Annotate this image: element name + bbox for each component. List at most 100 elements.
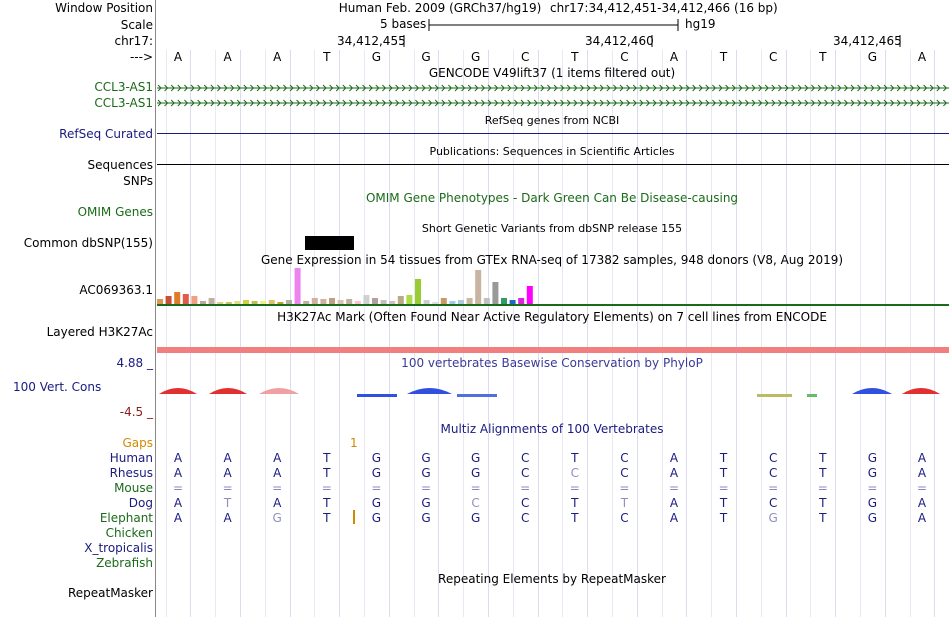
species-label-mouse[interactable]: Mouse: [114, 481, 153, 495]
aligned-base: T: [571, 451, 579, 465]
strand-arrow: [857, 84, 862, 92]
gtex-tissue-bar: [458, 300, 464, 304]
strand-arrow: [553, 84, 558, 92]
rmsk-track-label[interactable]: RepeatMasker: [67, 586, 153, 600]
dbsnp-variant-block[interactable]: [305, 236, 354, 250]
strand-arrow: [302, 99, 307, 107]
gtex-tissue-bar: [200, 301, 206, 304]
species-label-dog[interactable]: Dog: [128, 496, 153, 510]
aligned-base: A: [669, 511, 679, 525]
strand-arrow: [896, 99, 901, 107]
strand-arrow: [269, 99, 274, 107]
gtex-tissue-bar: [492, 282, 499, 304]
gene-label-ccl3-as1-2[interactable]: CCL3-AS1: [94, 96, 153, 110]
strand-arrow: [382, 99, 387, 107]
reference-base: C: [520, 50, 530, 64]
strand-arrow: [190, 99, 195, 107]
strand-arrow: [296, 99, 301, 107]
h3k27ac-track-title[interactable]: H3K27Ac Mark (Often Found Near Active Re…: [277, 310, 827, 324]
aligned-base: G: [371, 451, 382, 465]
gencode-track-title[interactable]: GENCODE V49lift37 (1 items filtered out): [428, 66, 676, 80]
strand-arrow: [593, 99, 598, 107]
strand-arrow: [329, 84, 334, 92]
strand-arrow: [395, 84, 400, 92]
cons-max-label: 4.88 _: [116, 356, 153, 370]
aligned-base: T: [571, 496, 579, 510]
aligned-base: =: [817, 481, 828, 495]
species-label-zebrafish[interactable]: Zebrafish: [96, 556, 153, 570]
gtex-tissue-bar: [294, 268, 301, 304]
dbsnp-track-label[interactable]: Common dbSNP(155): [23, 236, 153, 250]
strand-arrow: [652, 99, 657, 107]
rmsk-track-title[interactable]: Repeating Elements by RepeatMasker: [438, 572, 666, 586]
aligned-base: =: [520, 481, 531, 495]
omim-track-title[interactable]: OMIM Gene Phenotypes - Dark Green Can Be…: [365, 191, 739, 205]
gtex-tissue-bar: [260, 301, 267, 304]
species-label-chicken[interactable]: Chicken: [105, 526, 153, 540]
gtex-track-title[interactable]: Gene Expression in 54 tissues from GTEx …: [260, 253, 844, 267]
strand-arrow: [560, 84, 565, 92]
strand-arrow: [811, 99, 816, 107]
species-label-elephant[interactable]: Elephant: [99, 511, 153, 525]
strand-arrow: [210, 84, 215, 92]
strand-arrow: [599, 84, 604, 92]
gene-label-ccl3-as1-1[interactable]: CCL3-AS1: [94, 80, 153, 94]
gtex-tissue-bar: [440, 298, 447, 304]
strand-arrow: [659, 84, 664, 92]
strand-arrow: [890, 84, 895, 92]
cons-track-label[interactable]: 100 Vert. Cons: [13, 380, 102, 394]
aligned-base: G: [470, 451, 481, 465]
snps-track-label[interactable]: SNPs: [123, 174, 153, 188]
species-label-x_tropicalis[interactable]: X_tropicalis: [84, 541, 153, 555]
species-label-human[interactable]: Human: [109, 451, 153, 465]
gtex-tissue-bar: [234, 301, 241, 304]
aligned-base: A: [273, 451, 282, 465]
gencode-gene-bodies[interactable]: [157, 80, 949, 110]
omim-track-label[interactable]: OMIM Genes: [77, 205, 153, 219]
gtex-tissue-bars[interactable]: [155, 268, 535, 305]
cons-score-shape: [259, 388, 299, 394]
aligned-base: =: [867, 481, 878, 495]
strand-arrow: [230, 84, 235, 92]
dbsnp-track-title[interactable]: Short Genetic Variants from dbSNP releas…: [421, 222, 683, 235]
strand-arrow: [738, 99, 743, 107]
aligned-base: C: [620, 451, 629, 465]
sequences-track-label[interactable]: Sequences: [87, 158, 153, 172]
strand-arrow: [771, 99, 776, 107]
strand-arrow: [586, 99, 591, 107]
h3k27ac-track-label[interactable]: Layered H3K27Ac: [46, 325, 153, 339]
gtex-tissue-bar: [329, 298, 335, 304]
cons-wiggle[interactable]: [157, 380, 949, 404]
aligned-base: =: [470, 481, 481, 495]
strand-arrow: [916, 99, 921, 107]
strand-arrow: [184, 84, 189, 92]
reference-base: A: [173, 50, 183, 64]
strand-arrow: [474, 84, 479, 92]
strand-arrow: [844, 99, 849, 107]
strand-arrow: [784, 84, 789, 92]
reference-base: A: [669, 50, 679, 64]
strand-arrow: [540, 84, 545, 92]
aligned-base: C: [520, 466, 530, 480]
aligned-base: C: [768, 451, 778, 465]
strand-arrow: [870, 99, 875, 107]
multiz-track-title[interactable]: Multiz Alignments of 100 Vertebrates: [440, 422, 664, 436]
strand-arrow: [177, 84, 182, 92]
gtex-gene-label[interactable]: AC069363.1: [79, 283, 153, 297]
strand-arrow: [830, 84, 835, 92]
cons-track-title[interactable]: 100 vertebrates Basewise Conservation by…: [401, 356, 703, 370]
strand-arrow: [309, 84, 314, 92]
refseq-track-title[interactable]: RefSeq genes from NCBI: [484, 114, 620, 127]
strand-arrow: [283, 84, 288, 92]
species-label-rhesus[interactable]: Rhesus: [109, 466, 153, 480]
strand-arrow: [870, 84, 875, 92]
gtex-tissue-bar: [182, 294, 189, 304]
aligned-base: A: [273, 466, 282, 480]
strand-arrow: [210, 99, 215, 107]
strand-arrow: [797, 99, 802, 107]
aligned-base: T: [323, 511, 331, 525]
sequences-track-title[interactable]: Publications: Sequences in Scientific Ar…: [429, 145, 675, 158]
strand-arrow: [547, 84, 552, 92]
strand-arrow: [184, 99, 189, 107]
refseq-track-label[interactable]: RefSeq Curated: [59, 127, 153, 141]
